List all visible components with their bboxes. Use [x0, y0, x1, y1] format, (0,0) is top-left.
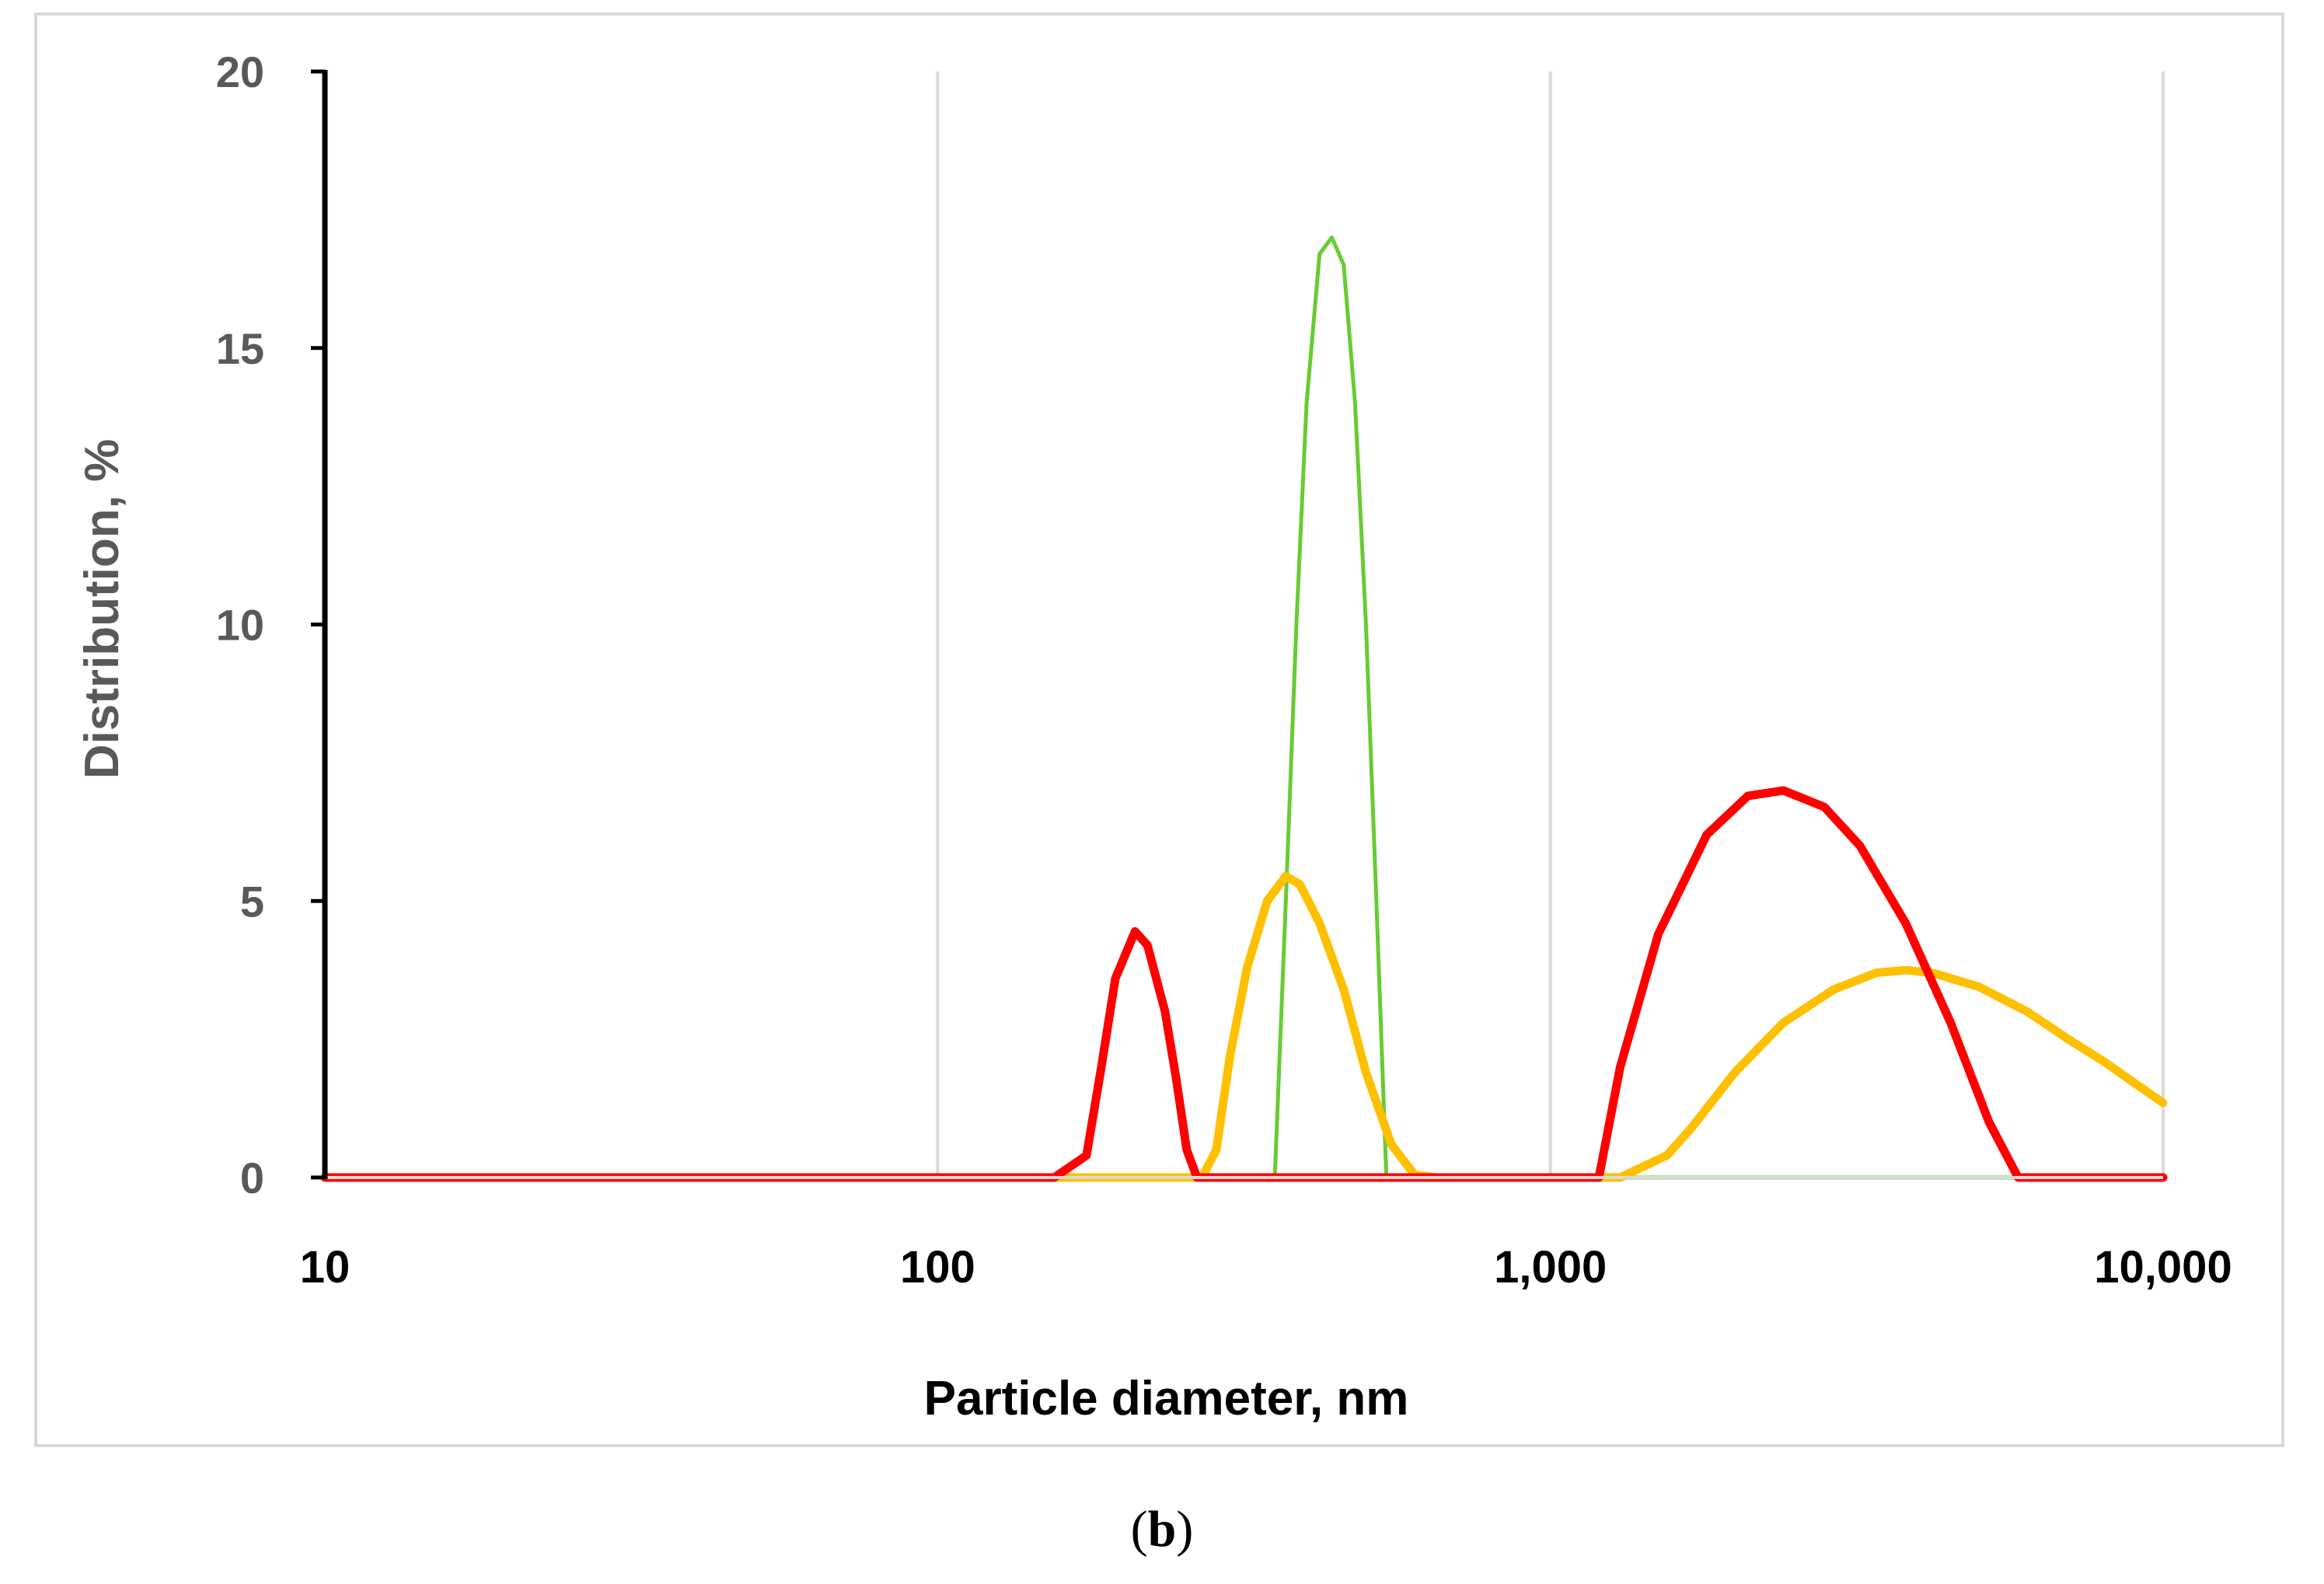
x-axis-title: Particle diameter, nm — [924, 1372, 1409, 1425]
series-line-2 — [320, 871, 2168, 1182]
y-tick-label: 0 — [240, 1153, 264, 1202]
panel-label-letter: b — [1147, 1501, 1177, 1558]
gridlines — [936, 72, 2165, 1178]
y-tick-label: 5 — [240, 877, 264, 926]
tick-labels: 0 5 10 15 20 10 100 1,000 10,000 — [216, 47, 2232, 1293]
chart-frame — [34, 12, 2284, 1447]
y-tick-label: 10 — [216, 601, 264, 650]
series-lines — [320, 236, 2168, 1182]
x-tick-label: 10,000 — [2094, 1242, 2232, 1293]
x-tick-label: 10 — [300, 1242, 351, 1293]
x-tick-label: 1,000 — [1494, 1242, 1607, 1293]
y-tick-label: 15 — [216, 324, 264, 373]
y-tick-label: 20 — [216, 47, 264, 96]
series-line-1 — [323, 236, 2165, 1180]
panel-label: (b) — [1130, 1501, 1194, 1558]
axes — [311, 69, 2163, 1180]
x-tick-label: 100 — [900, 1242, 975, 1293]
series-line-3 — [320, 786, 2168, 1182]
y-axis-title: Distribution, % — [75, 439, 129, 779]
chart: 0 5 10 15 20 10 100 1,000 10,000 Particle diamet… — [75, 47, 2232, 1425]
